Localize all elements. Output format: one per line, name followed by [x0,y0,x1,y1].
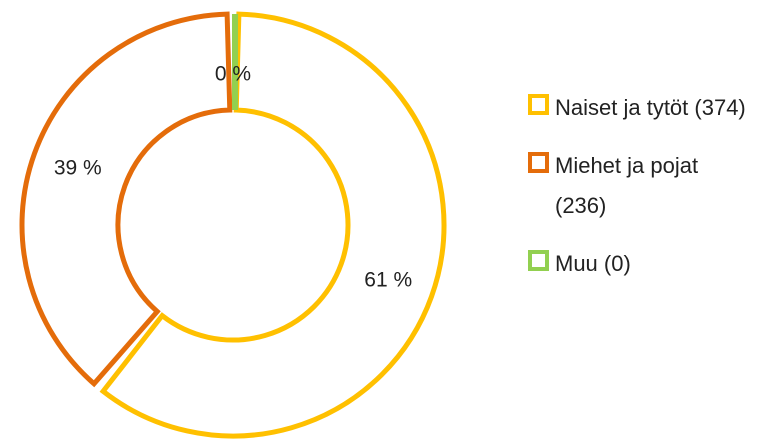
legend-item: Naiset ja tytöt (374) [528,88,768,128]
legend-swatch [528,250,549,271]
data-label: 61 % [364,268,412,291]
legend-item: Miehet ja pojat (236) [528,146,768,226]
legend-label: Naiset ja tytöt (374) [555,95,746,120]
legend-label: Miehet ja pojat (236) [555,153,699,218]
legend-label: Muu (0) [555,251,631,276]
legend-swatch [528,94,549,115]
data-label: 0 % [215,63,251,86]
data-label: 39 % [54,157,102,180]
legend-swatch [528,152,549,173]
donut-segment [99,11,447,439]
donut-segment [19,11,233,388]
legend-item: Muu (0) [528,244,768,284]
legend: Naiset ja tytöt (374) Miehet ja pojat (23… [528,88,768,302]
